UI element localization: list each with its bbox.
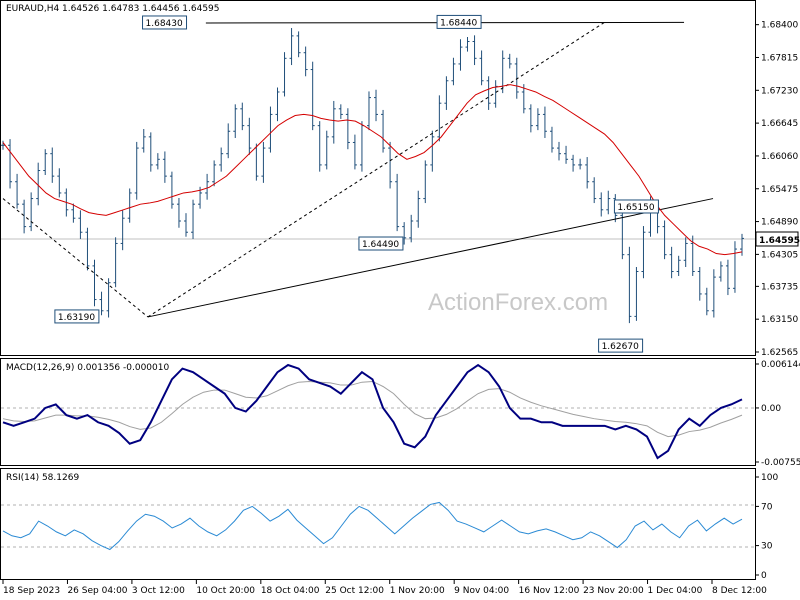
macd-line — [2, 363, 743, 460]
macd-tick-label: 0.00 — [761, 404, 781, 414]
moving-average — [2, 84, 743, 256]
price-panel-frame — [0, 0, 756, 356]
price-tick-label: 1.62565 — [761, 348, 798, 358]
macd-label: MACD(12,26,9) 0.001356 -0.000010 — [6, 363, 169, 373]
price-tick-label: 1.68400 — [761, 21, 798, 31]
time-tick-label: 18 Sep 2023 — [3, 586, 60, 596]
ma-line — [2, 84, 743, 256]
price-axis: 1.68400 1.67815 1.67230 1.66645 1.66060 1.654… — [755, 21, 798, 358]
price-annotations: 1.68430 1.68440 1.64490 1.63190 1.65150 1.626… — [54, 14, 659, 353]
rsi-tick-label: 100 — [761, 473, 778, 483]
symbol-header: EURAUD,H4 1.64526 1.64783 1.64456 1.6459… — [6, 4, 220, 14]
price-tick-label: 1.67230 — [761, 86, 798, 96]
price-tick-label: 1.64890 — [761, 218, 798, 228]
time-tick-label: 26 Sep 04:00 — [67, 586, 127, 596]
price-tick-label: 1.65475 — [761, 185, 798, 195]
annotation-label: 1.68430 — [146, 19, 183, 29]
channel-dash-2-line — [147, 21, 605, 318]
time-tick-label: 18 Oct 04:00 — [261, 586, 320, 596]
price-tick-label: 1.63150 — [761, 315, 798, 325]
annotation-label: 1.65150 — [617, 203, 654, 213]
macd-axis: 0.006144 0.00 -0.007555 — [755, 360, 800, 468]
rsi-polyline — [2, 501, 743, 551]
rsi-tick-label: 70 — [761, 502, 773, 512]
support-line — [147, 198, 714, 318]
time-tick-label: 1 Dec 04:00 — [648, 586, 703, 596]
annotation-box — [436, 14, 482, 29]
time-tick-label: 8 Dec 12:00 — [712, 586, 767, 596]
current-price-tag — [755, 231, 799, 247]
rsi-panel-frame — [0, 468, 756, 580]
annotation-label: 1.63190 — [58, 313, 95, 323]
time-tick-label: 10 Oct 20:00 — [196, 586, 255, 596]
annotation-box — [598, 338, 644, 353]
macd-panel-frame — [0, 358, 756, 466]
rsi-line — [2, 501, 743, 551]
time-tick-label: 25 Oct 12:00 — [325, 586, 384, 596]
rsi-tick-label: 0 — [761, 571, 767, 581]
watermark: ActionForex.com — [428, 289, 608, 316]
price-tick-label: 1.66060 — [761, 152, 798, 162]
macd-tick-label: 0.006144 — [761, 360, 800, 370]
time-tick-label: 16 Nov 12:00 — [519, 586, 580, 596]
price-tick-label: 1.67815 — [761, 53, 798, 63]
price-tick-label: 1.64305 — [761, 250, 798, 260]
annotation-label: 1.68440 — [440, 18, 477, 28]
time-tick-label: 9 Nov 04:00 — [454, 586, 509, 596]
channel-dash-1-line — [2, 198, 149, 318]
annotation-box — [613, 199, 659, 214]
annotation-box — [358, 236, 404, 251]
macd-tick-label: -0.007555 — [761, 458, 800, 468]
price-tick-label: 1.66645 — [761, 119, 798, 129]
annotation-box — [54, 309, 100, 324]
current-price-value: 1.64595 — [759, 236, 800, 246]
rsi-label: RSI(14) 58.1269 — [6, 473, 79, 483]
rsi-axis: 100 70 30 0 — [755, 473, 778, 581]
time-tick-label: 1 Nov 20:00 — [390, 586, 445, 596]
macd-lines — [2, 363, 743, 460]
time-axis: 18 Sep 2023 26 Sep 04:00 3 Oct 12:00 10 Oct… — [2, 580, 767, 596]
time-tick-label: 3 Oct 12:00 — [132, 586, 185, 596]
time-tick-label: 23 Nov 20:00 — [583, 586, 644, 596]
price-tick-label: 1.63735 — [761, 282, 798, 292]
annotation-label: 1.62670 — [602, 342, 639, 352]
rsi-tick-label: 30 — [761, 542, 773, 552]
annotation-box — [142, 15, 188, 30]
annotation-label: 1.64490 — [362, 240, 399, 250]
